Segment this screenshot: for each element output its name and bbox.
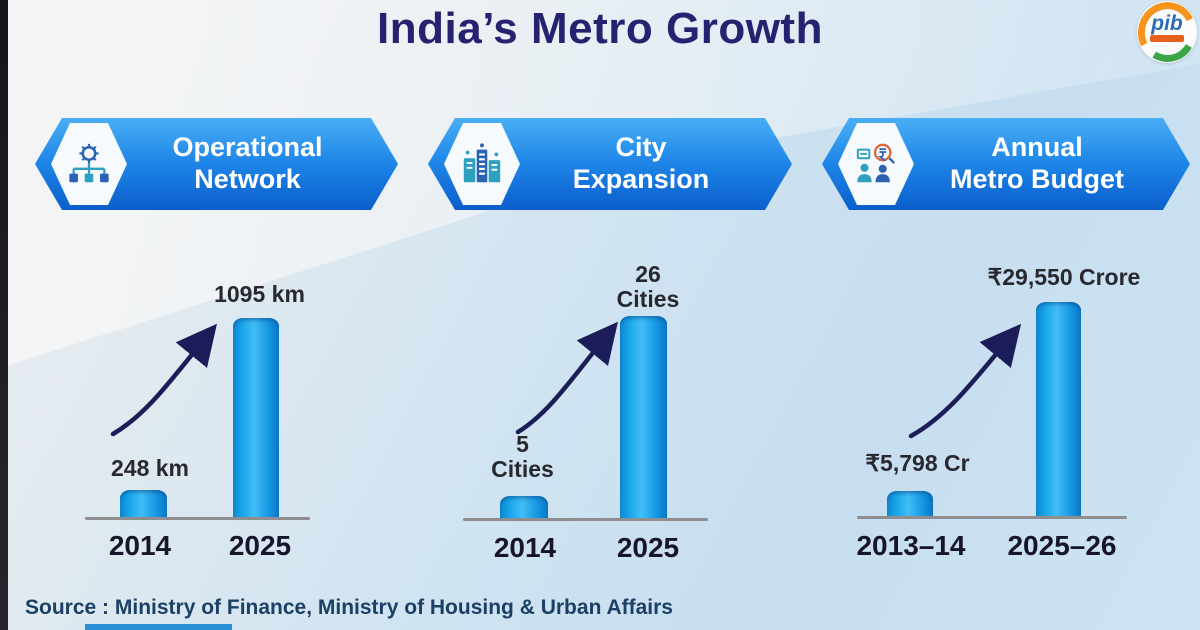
left-border-strip	[0, 0, 8, 630]
chart-city-expansion: 5 Cities 26 Cities 2014 2025	[460, 261, 720, 582]
year-label: 2014	[493, 532, 557, 563]
source-text: Ministry of Finance, Ministry of Housing…	[109, 596, 673, 619]
value-label-2025: 26 Cities	[616, 261, 680, 313]
year-label: 2025–26	[1007, 530, 1117, 561]
year-label: 2014	[108, 530, 172, 561]
network-hierarchy-icon	[66, 141, 112, 187]
value-label-2014: 248 km	[110, 455, 189, 481]
pib-logo: pib	[1137, 1, 1197, 63]
badge-label: City Expansion	[572, 132, 710, 194]
pib-logo-text: pib	[1151, 12, 1183, 35]
bar-2025-26	[1036, 302, 1081, 516]
pib-banner-strip	[1150, 35, 1184, 42]
chart-annual-metro-budget: ₹5,798 Cr ₹29,550 Crore 2013–14 2025–26	[855, 262, 1160, 582]
value-label-2014: 5 Cities	[491, 431, 554, 483]
axis-baseline	[857, 516, 1127, 519]
badge-city-expansion: City Expansion	[428, 118, 792, 210]
bar-2025	[620, 316, 667, 518]
bar-2025	[233, 318, 279, 517]
badge-label: Operational Network	[172, 132, 323, 194]
badge-label: Annual Metro Budget	[950, 132, 1124, 194]
metro-budget-icon	[853, 141, 899, 187]
growth-arrow-icon	[515, 321, 618, 435]
bar-2014	[500, 496, 548, 518]
axis-baseline	[463, 518, 708, 521]
source-line: Source : Ministry of Finance, Ministry o…	[25, 596, 673, 620]
badge-annual-metro-budget: Annual Metro Budget	[822, 118, 1190, 210]
badge-operational-network: Operational Network	[35, 118, 398, 210]
growth-arrow-icon	[908, 323, 1022, 439]
year-label: 2013–14	[856, 530, 966, 561]
value-label-2025: 1095 km	[214, 281, 305, 307]
value-label-2025-26: ₹29,550 Crore	[987, 264, 1141, 290]
year-label: 2025	[616, 532, 680, 563]
cropped-bottom-strip	[85, 624, 232, 630]
source-label: Source :	[25, 596, 110, 619]
year-label: 2025	[228, 530, 292, 561]
badge-hex-tile	[838, 123, 914, 205]
growth-arrow-icon	[110, 323, 217, 437]
bar-2014	[120, 490, 167, 517]
badge-hex-tile	[444, 123, 520, 205]
badge-hex-tile	[51, 123, 127, 205]
chart-operational-network: 248 km 1095 km 2014 2025	[85, 281, 405, 582]
value-label-2013-14: ₹5,798 Cr	[865, 450, 970, 476]
page-title: India’s Metro Growth	[377, 4, 823, 53]
city-buildings-icon	[459, 141, 505, 187]
bar-2013-14	[887, 491, 933, 516]
axis-baseline	[85, 517, 310, 520]
